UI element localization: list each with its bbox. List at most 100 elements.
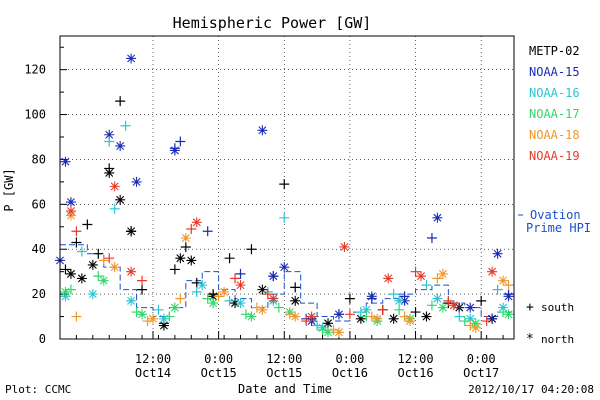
noaa-19-north-point — [448, 300, 459, 311]
noaa-19-north-point — [109, 181, 120, 192]
ovation-line — [60, 244, 515, 322]
noaa-15-north-point — [432, 212, 443, 223]
noaa-16-south-point — [492, 284, 503, 295]
x-axis: 12:00Oct140:00Oct1512:00Oct150:00Oct1612… — [59, 331, 504, 380]
metp-02-north-point — [355, 313, 366, 324]
metp-02-north-point — [230, 298, 241, 309]
noaa-15-north-point — [126, 53, 137, 64]
legend-entry-noaa-15: NOAA-15 — [529, 65, 580, 79]
metp-02-north-point — [87, 259, 98, 270]
noaa-16-north-point — [361, 304, 372, 315]
y-tick-label: 80 — [32, 152, 46, 166]
marker-legend: + south * north — [526, 300, 574, 347]
metp-02-south-point — [137, 284, 148, 295]
x-tick-label-date: Oct16 — [397, 366, 433, 380]
noaa-17-north-point — [60, 286, 71, 297]
ovation-legend-line2: Prime HPI — [526, 221, 591, 235]
noaa-16-north-point — [394, 295, 405, 306]
metp-02-north-point — [323, 318, 334, 329]
noaa-16-south-point — [224, 295, 235, 306]
noaa-17-south-point — [426, 300, 437, 311]
noaa-19-north-point — [416, 271, 427, 282]
noaa-18-south-point — [71, 311, 82, 322]
noaa-15-south-point — [235, 268, 246, 279]
noaa-16-north-point — [235, 298, 246, 309]
noaa-18-north-point — [257, 304, 268, 315]
noaa-16-south-point — [104, 136, 115, 147]
x-tick-label-date: Oct16 — [332, 366, 368, 380]
noaa-15-north-point — [268, 271, 279, 282]
noaa-18-north-point — [405, 316, 416, 327]
noaa-15-north-point — [492, 248, 503, 259]
noaa-19-south-point — [301, 316, 312, 327]
noaa-19-south-point — [137, 275, 148, 286]
noaa-16-south-point — [388, 289, 399, 300]
metp-02-north-point — [175, 253, 186, 264]
noaa-18-south-point — [432, 273, 443, 284]
metp-02-north-point — [186, 255, 197, 266]
metp-02-north-point — [290, 295, 301, 306]
noaa-17-south-point — [93, 271, 104, 282]
metp-02-south-point — [82, 219, 93, 230]
noaa-17-south-point — [273, 302, 284, 313]
metp-02-south-point — [246, 244, 257, 255]
noaa-17-north-point — [169, 302, 180, 313]
south-symbol: + — [526, 300, 534, 315]
y-tick-label: 120 — [24, 63, 46, 77]
noaa-16-south-point — [279, 212, 290, 223]
noaa-19-south-point — [410, 266, 421, 277]
noaa-16-north-point — [432, 293, 443, 304]
noaa-15-north-point — [257, 125, 268, 136]
metp-02-north-point — [388, 313, 399, 324]
legend-entry-noaa-16: NOAA-16 — [529, 86, 580, 100]
legend-entry-metp-02: METP-02 — [529, 44, 580, 58]
noaa-16-north-point — [465, 313, 476, 324]
noaa-18-north-point — [372, 313, 383, 324]
metp-02-south-point — [71, 237, 82, 248]
plot-timestamp: 2012/10/17 04:20:08 — [468, 383, 594, 396]
x-tick-label-time: 0:00 — [335, 352, 364, 366]
noaa-17-north-point — [98, 275, 109, 286]
noaa-15-north-point — [366, 291, 377, 302]
y-tick-label: 60 — [32, 197, 46, 211]
noaa-18-south-point — [503, 280, 514, 291]
noaa-19-north-point — [235, 280, 246, 291]
metp-02-north-point — [158, 320, 169, 331]
metp-02-south-point — [93, 248, 104, 259]
noaa-18-north-point — [109, 262, 120, 273]
noaa-17-south-point — [394, 304, 405, 315]
noaa-18-north-point — [498, 275, 509, 286]
noaa-19-south-point — [377, 304, 388, 315]
noaa-15-north-point — [60, 156, 71, 167]
noaa-19-south-point — [230, 273, 241, 284]
legend: METP-02 NOAA-15 NOAA-16 NOAA-17 NOAA-18 NOAA-… — [529, 44, 580, 163]
noaa-17-south-point — [164, 311, 175, 322]
metp-02-south-point — [60, 264, 71, 275]
noaa-18-north-point — [180, 233, 191, 243]
metp-02-north-point — [115, 194, 126, 205]
x-tick-label-time: 0:00 — [204, 352, 233, 366]
x-tick-label-time: 12:00 — [135, 352, 171, 366]
noaa-18-south-point — [98, 255, 109, 266]
x-tick-label-time: 0:00 — [467, 352, 496, 366]
noaa-19-south-point — [344, 309, 355, 320]
metp-02-north-point — [208, 291, 219, 302]
noaa-19-south-point — [71, 226, 82, 237]
noaa-16-south-point — [191, 286, 202, 297]
legend-entry-noaa-19: NOAA-19 — [529, 149, 580, 163]
x-tick-label-time: 12:00 — [397, 352, 433, 366]
noaa-19-north-point — [487, 266, 498, 277]
metp-02-north-point — [421, 311, 432, 322]
metp-02-south-point — [115, 96, 126, 107]
noaa-17-south-point — [202, 293, 213, 304]
metp-02-south-point — [279, 179, 290, 190]
noaa-19-north-point — [65, 206, 76, 217]
metp-02-north-point — [257, 284, 268, 295]
noaa-17-north-point — [137, 309, 148, 320]
noaa-18-north-point — [333, 327, 344, 338]
plot-frame — [59, 35, 515, 340]
ovation-step-line — [60, 244, 515, 322]
noaa-19-north-point — [268, 293, 279, 304]
noaa-18-north-point — [290, 311, 301, 322]
